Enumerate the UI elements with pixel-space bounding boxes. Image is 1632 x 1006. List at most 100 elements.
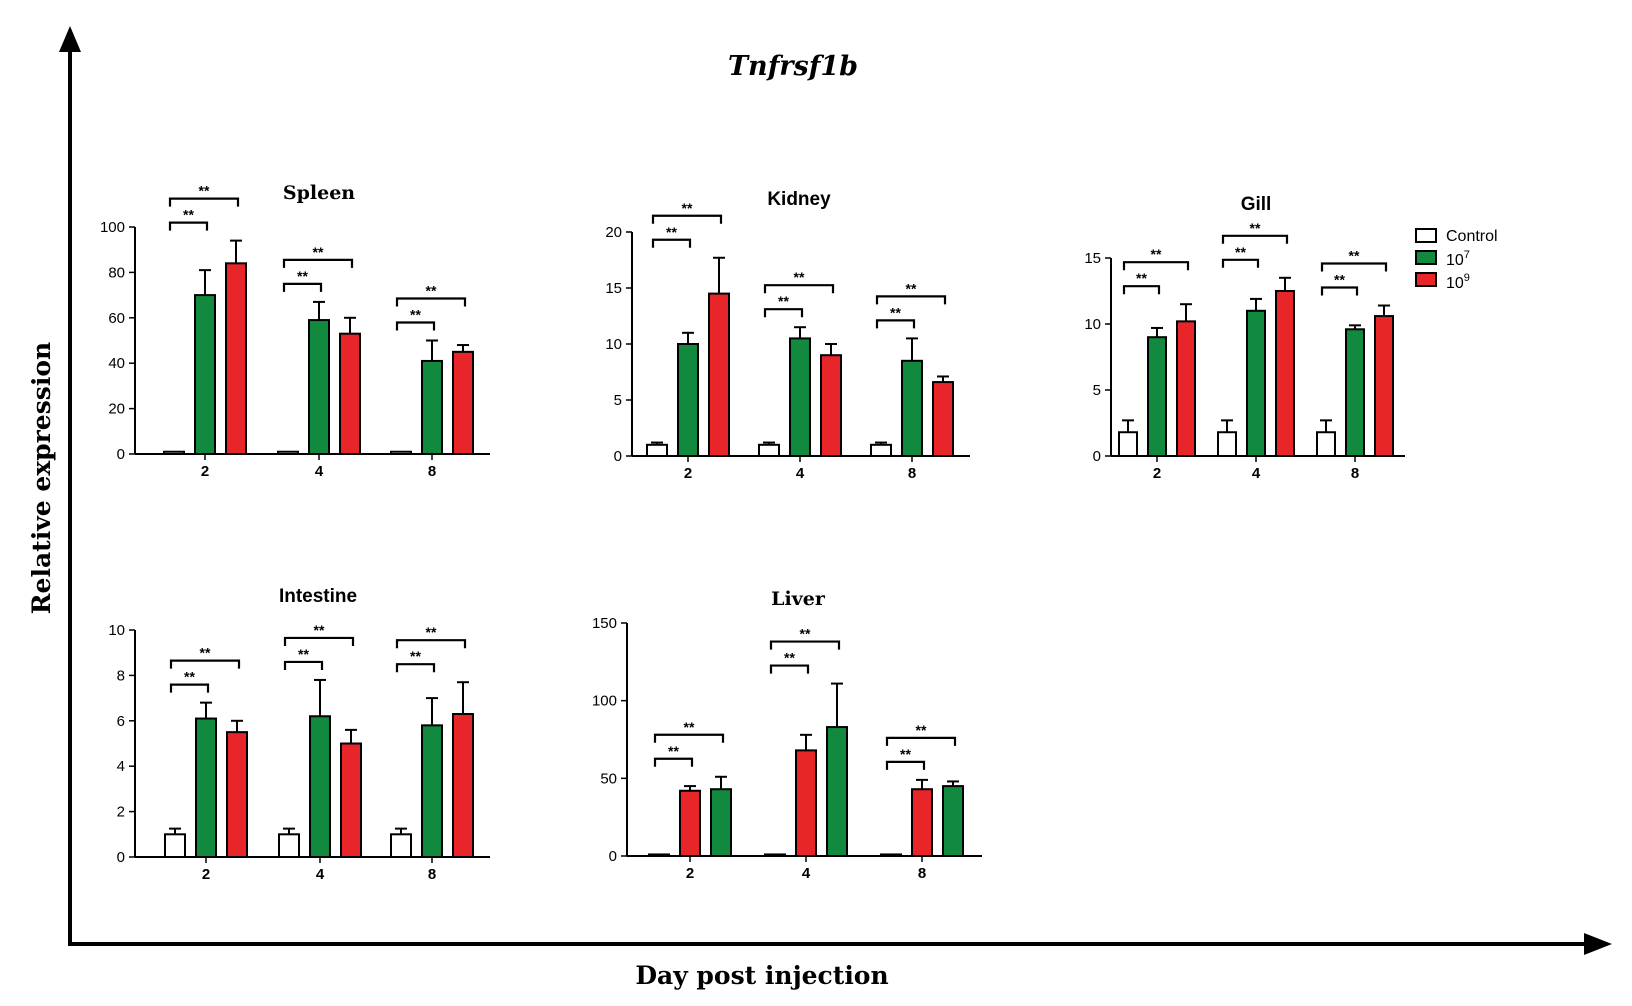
spleen-bar xyxy=(390,450,412,456)
liver-bar xyxy=(942,785,964,857)
spleen-y-tick-label: 100 xyxy=(100,219,125,236)
kidney-sig-bracket xyxy=(651,238,692,248)
liver-sig-label: ** xyxy=(784,650,795,666)
intestine-sig-label: ** xyxy=(184,669,195,685)
kidney-sig-bracket xyxy=(763,308,804,318)
intestine-x-tick-label: 8 xyxy=(428,866,436,883)
kidney-y-tick-label: 10 xyxy=(605,336,622,353)
liver-sig-bracket xyxy=(653,733,725,743)
gill-bar xyxy=(1374,315,1394,457)
intestine-y-tick-label: 2 xyxy=(117,804,125,821)
intestine-sig-label: ** xyxy=(298,646,309,662)
gill-sig-bracket xyxy=(1221,258,1260,268)
spleen-sig-bracket xyxy=(395,321,436,331)
spleen-y-tick-label: 0 xyxy=(117,446,125,463)
intestine-bar xyxy=(309,715,331,859)
intestine-sig-label: ** xyxy=(314,622,325,638)
kidney-bar xyxy=(708,292,730,457)
spleen-sig-bracket xyxy=(282,282,323,292)
intestine-sig-label: ** xyxy=(410,648,421,664)
spleen-bar xyxy=(277,450,299,456)
spleen-sig-bracket xyxy=(168,197,240,207)
intestine-x-tick-label: 2 xyxy=(202,866,210,883)
kidney-x-tick-label: 4 xyxy=(796,465,805,482)
intestine-y-tick-label: 8 xyxy=(117,667,125,684)
panel-title-liver: Liver xyxy=(771,588,826,610)
gill-bar xyxy=(1147,336,1167,458)
gill-sig-label: ** xyxy=(1349,248,1360,264)
kidney-sig-bracket xyxy=(875,295,947,305)
gill-sig-bracket xyxy=(1122,261,1190,271)
panel-title-gill: Gill xyxy=(1241,194,1272,215)
spleen-bar xyxy=(163,450,185,456)
kidney-x-tick-label: 8 xyxy=(908,465,916,482)
gill-sig-bracket xyxy=(1320,286,1359,296)
gill-sig-bracket xyxy=(1221,234,1289,244)
kidney-bar xyxy=(789,337,811,457)
liver-bar xyxy=(764,853,786,857)
intestine-bar xyxy=(226,731,248,859)
liver-bar xyxy=(880,853,902,857)
panel-intestine: Intestine 0 2 4 6 8 10 2 4 8 ** ** ** ** ** ** xyxy=(108,586,490,883)
kidney-sig-label: ** xyxy=(682,200,693,216)
panel-title-intestine: Intestine xyxy=(279,586,357,607)
figure-title: Tnfrsf1b xyxy=(728,51,858,82)
liver-bar xyxy=(826,726,848,857)
kidney-sig-bracket xyxy=(651,214,723,224)
spleen-sig-label: ** xyxy=(410,307,421,323)
spleen-y-tick-label: 20 xyxy=(108,401,125,418)
spleen-sig-label: ** xyxy=(199,183,210,199)
kidney-bar xyxy=(758,443,780,457)
spleen-x-tick-label: 8 xyxy=(428,463,436,480)
spleen-sig-label: ** xyxy=(297,268,308,284)
legend-swatch-10-7 xyxy=(1415,250,1437,265)
liver-bar xyxy=(710,788,732,857)
intestine-sig-label: ** xyxy=(426,624,437,640)
intestine-bar xyxy=(340,742,362,858)
kidney-sig-label: ** xyxy=(890,304,901,320)
gill-sig-bracket xyxy=(1122,285,1161,295)
intestine-sig-bracket xyxy=(395,663,436,673)
liver-x-tick-label: 8 xyxy=(918,865,926,882)
legend: Control 107 109 xyxy=(1415,228,1498,292)
spleen-bar xyxy=(452,350,474,456)
intestine-x-tick-label: 4 xyxy=(316,866,325,883)
liver-sig-bracket xyxy=(885,736,957,746)
gill-x-tick-label: 2 xyxy=(1153,465,1161,482)
spleen-sig-bracket xyxy=(282,258,354,268)
spleen-bar xyxy=(194,294,216,455)
spleen-sig-label: ** xyxy=(183,207,194,223)
legend-swatch-10-9 xyxy=(1415,272,1437,287)
intestine-sig-label: ** xyxy=(200,645,211,661)
intestine-y-tick-label: 6 xyxy=(117,713,125,730)
spleen-bar xyxy=(421,359,443,455)
panel-title-spleen: Spleen xyxy=(283,182,355,204)
gill-y-tick-label: 5 xyxy=(1093,382,1101,399)
liver-sig-bracket xyxy=(885,760,926,770)
y-axis-arrow-icon xyxy=(59,26,81,52)
gill-sig-label: ** xyxy=(1235,244,1246,260)
kidney-y-tick-label: 15 xyxy=(605,280,622,297)
spleen-sig-label: ** xyxy=(313,244,324,260)
x-axis-arrow-icon xyxy=(1584,933,1612,955)
intestine-sig-bracket xyxy=(169,683,210,693)
legend-label-10-9: 109 xyxy=(1446,272,1470,292)
kidney-bar xyxy=(932,381,954,457)
figure-x-axis-label: Day post injection xyxy=(635,961,888,990)
panel-liver: Liver 0 50 100 150 2 4 8 ** ** ** ** ** ** xyxy=(592,588,982,882)
intestine-bar xyxy=(452,712,474,858)
kidney-sig-label: ** xyxy=(666,224,677,240)
intestine-y-tick-label: 4 xyxy=(117,758,125,775)
gill-sig-label: ** xyxy=(1334,272,1345,288)
gill-sig-label: ** xyxy=(1151,246,1162,262)
intestine-bar xyxy=(390,833,412,858)
spleen-bar xyxy=(339,332,361,455)
gill-bar xyxy=(1345,328,1365,457)
gill-sig-label: ** xyxy=(1136,270,1147,286)
gill-x-tick-label: 4 xyxy=(1252,465,1261,482)
gill-x-tick-label: 8 xyxy=(1351,465,1359,482)
kidney-bar xyxy=(646,443,668,457)
spleen-sig-bracket xyxy=(395,297,467,307)
kidney-bar xyxy=(677,343,699,457)
